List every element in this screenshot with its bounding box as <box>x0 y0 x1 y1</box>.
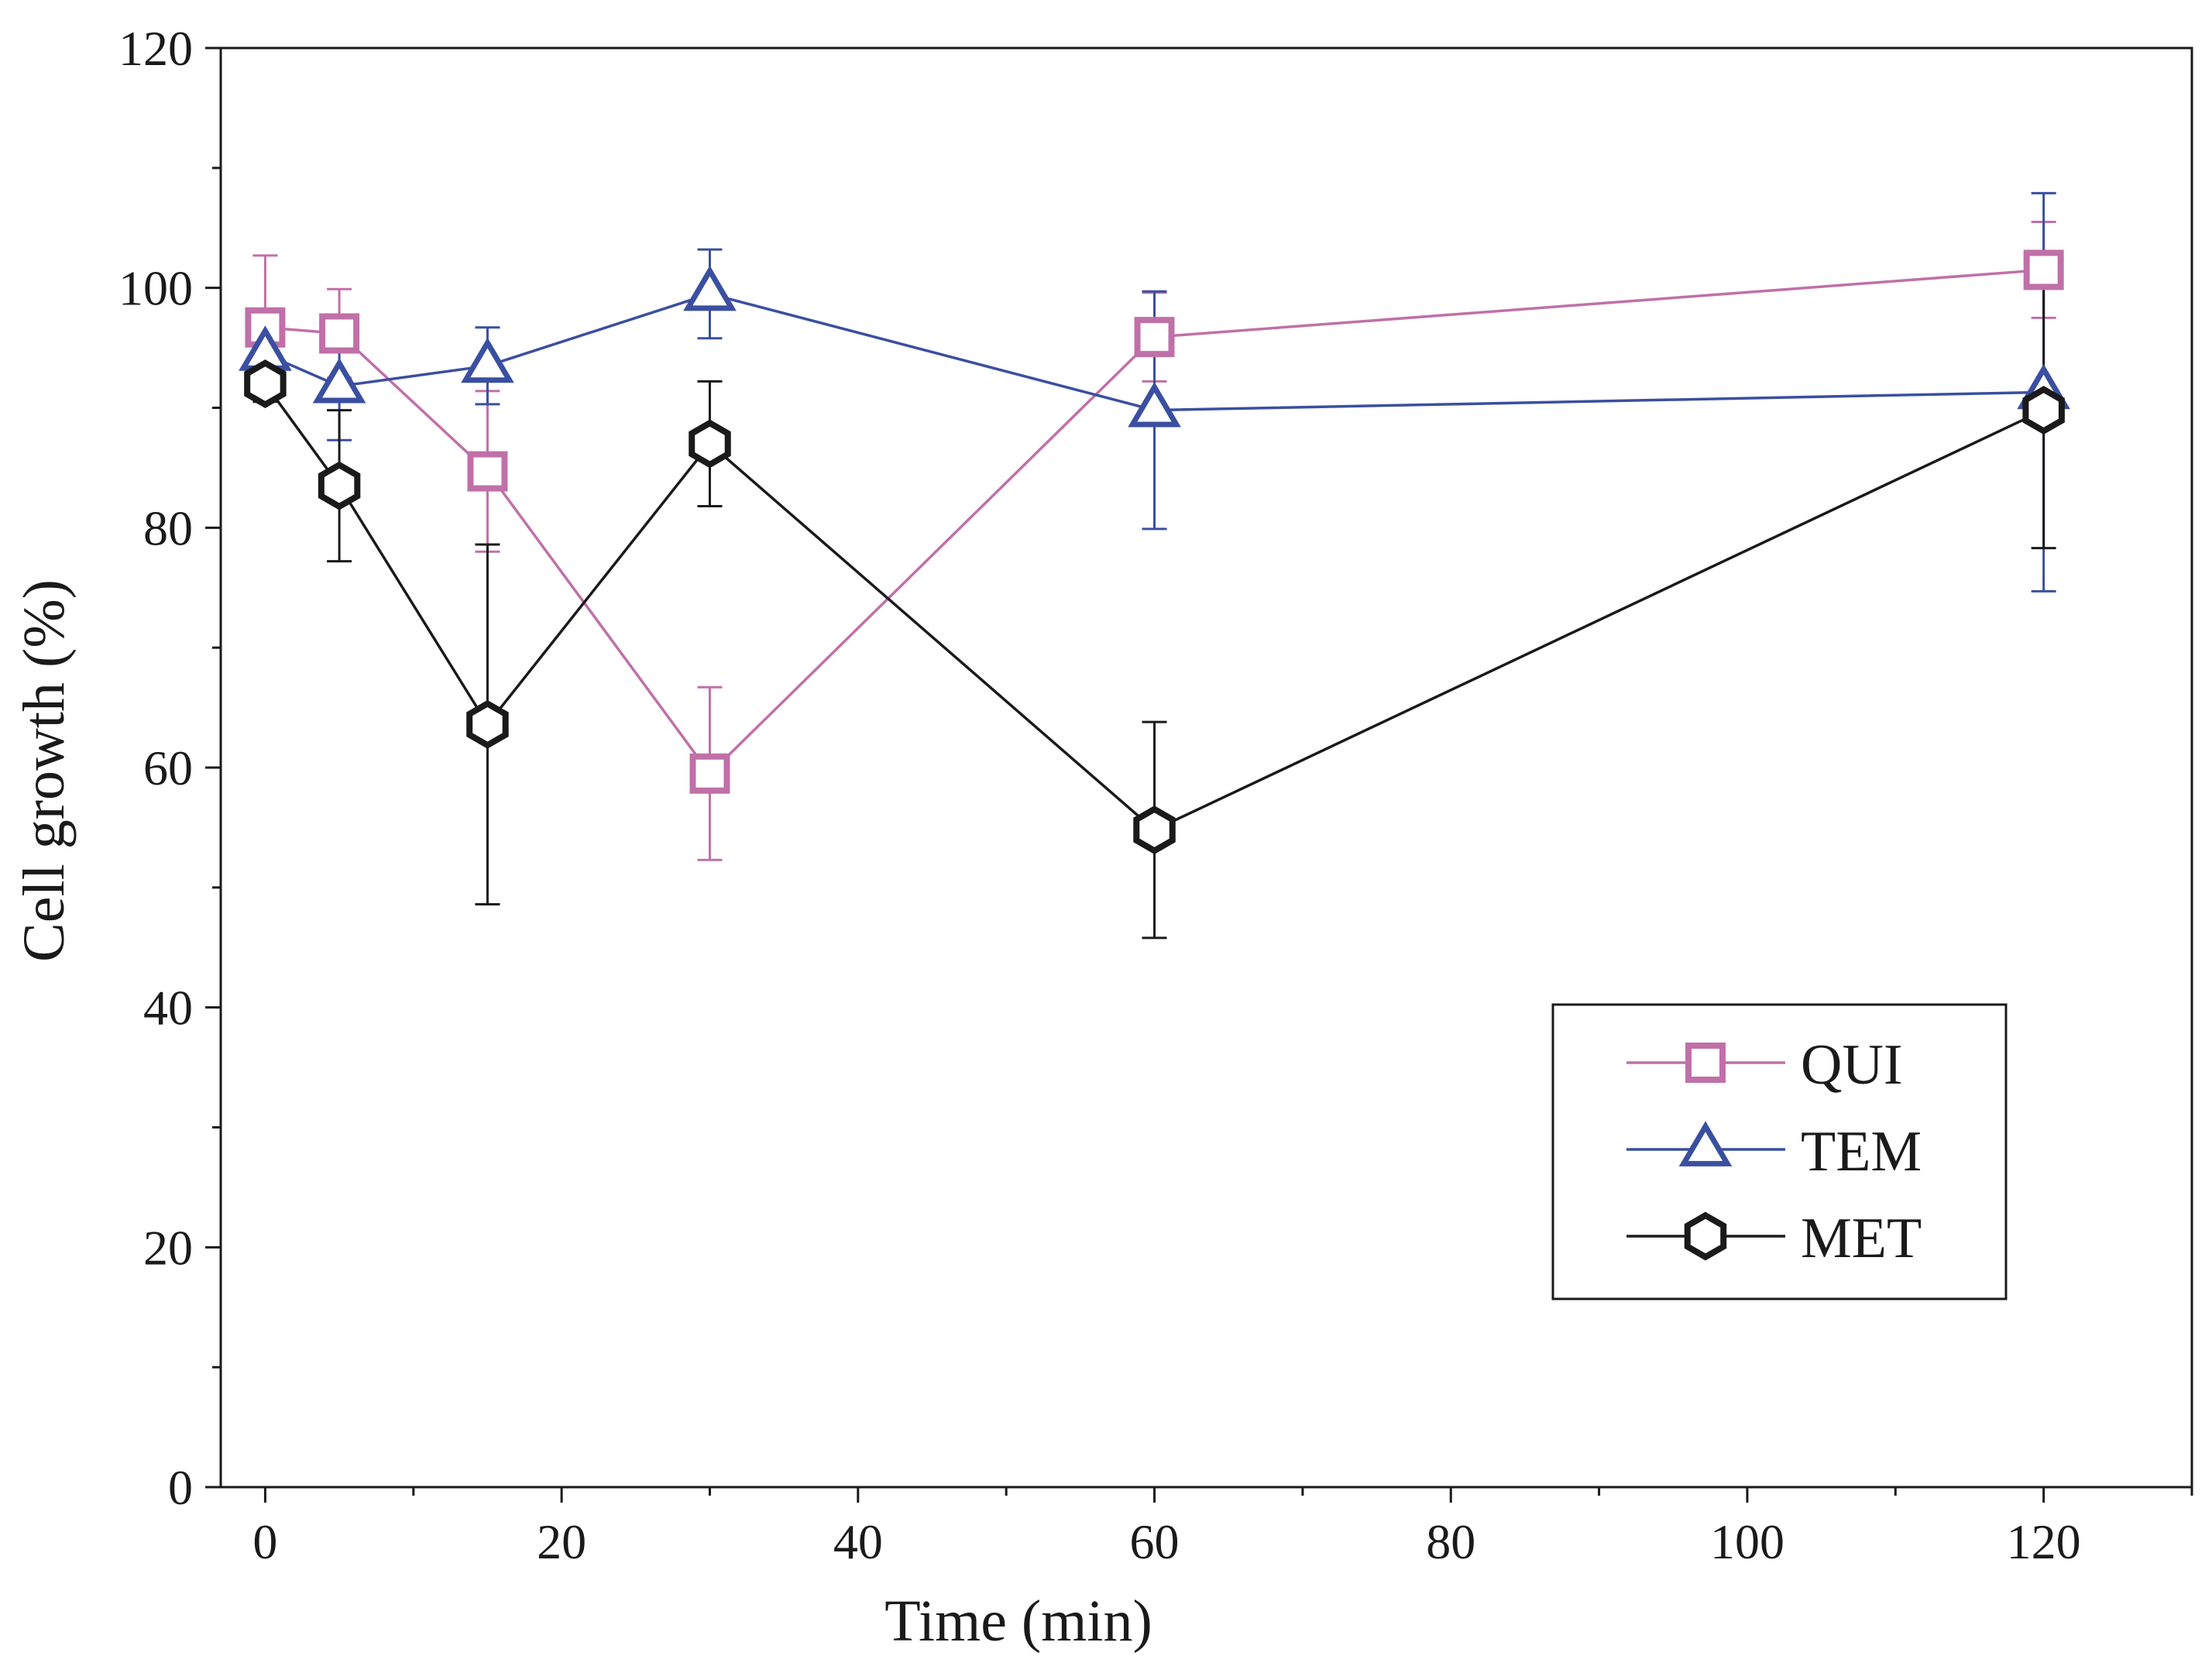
x-tick-label: 100 <box>1710 1514 1784 1569</box>
y-tick-label: 120 <box>118 21 193 76</box>
data-point-tem <box>461 337 514 383</box>
data-point-met <box>689 419 731 469</box>
legend-label-met: MET <box>1801 1207 1922 1270</box>
y-tick-label: 0 <box>168 1460 193 1515</box>
data-point-qui <box>689 753 730 794</box>
data-point-qui <box>2023 249 2064 290</box>
x-tick-label: 60 <box>1130 1514 1180 1569</box>
data-point-qui <box>1134 317 1175 358</box>
axis-ticks-layer: 0 20 40 60 80 100 120 0 20 40 60 80 100 120 <box>118 21 2193 1569</box>
data-point-met <box>2022 386 2065 435</box>
x-tick-label: 0 <box>252 1514 277 1569</box>
legend-marker-met <box>1684 1211 1727 1261</box>
legend-label-qui: QUI <box>1801 1033 1903 1097</box>
series-markers-layer <box>239 249 2070 854</box>
x-tick-label: 40 <box>833 1514 883 1569</box>
y-tick-label: 60 <box>143 740 193 795</box>
y-tick-label: 80 <box>143 500 193 555</box>
x-tick-label: 80 <box>1426 1514 1475 1569</box>
legend: QUI TEM MET <box>1551 1003 2008 1300</box>
data-point-met <box>466 699 509 749</box>
legend-marker-qui <box>1685 1043 1726 1083</box>
data-point-qui <box>467 451 508 492</box>
y-tick-label: 100 <box>118 261 193 316</box>
y-tick-label: 40 <box>143 981 193 1036</box>
data-point-met <box>1133 806 1176 854</box>
data-point-met <box>318 461 361 510</box>
data-point-tem <box>1128 381 1181 428</box>
data-point-tem <box>312 358 366 404</box>
y-axis-title: Cell growth (%) <box>12 579 77 962</box>
y-tick-label: 20 <box>143 1220 193 1275</box>
data-point-tem <box>683 265 737 311</box>
data-point-qui <box>319 313 360 354</box>
legend-box <box>1551 1003 2008 1300</box>
legend-label-tem: TEM <box>1801 1120 1922 1184</box>
data-point-met <box>244 359 287 408</box>
legend-marker-tem <box>1678 1121 1733 1166</box>
x-tick-label: 120 <box>2007 1514 2081 1569</box>
x-axis-title: Time (min) <box>884 1589 1152 1654</box>
x-tick-label: 20 <box>537 1514 586 1569</box>
